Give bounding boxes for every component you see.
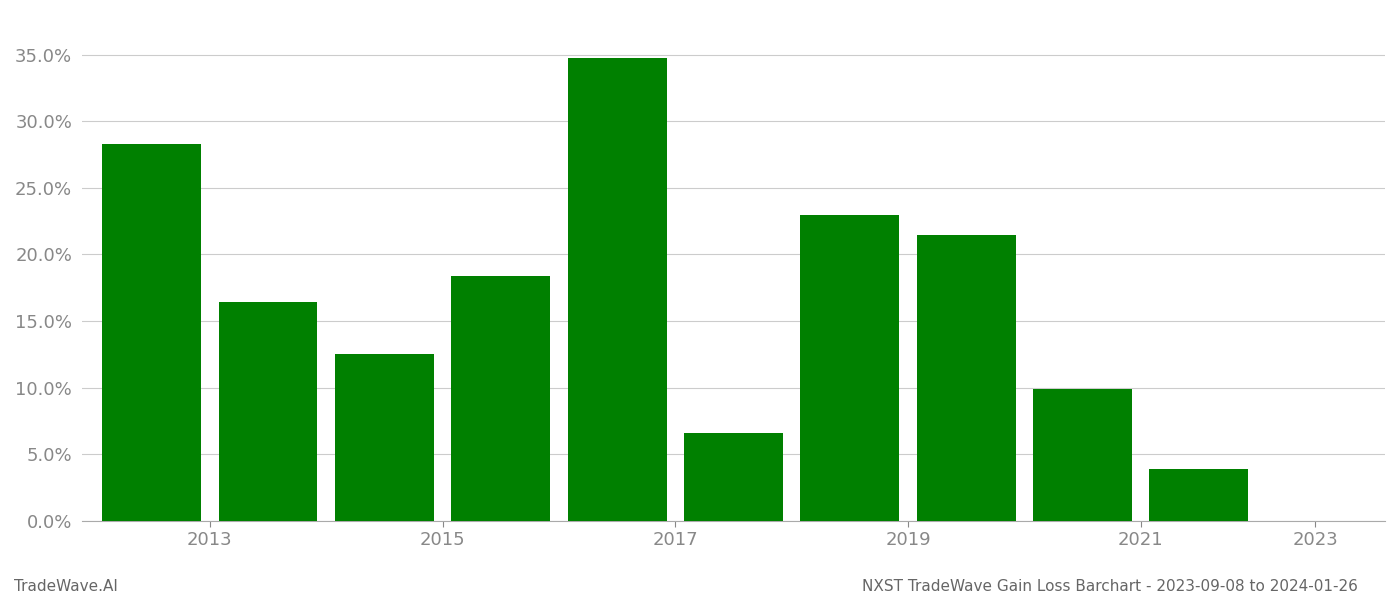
Bar	[335, 354, 434, 521]
Bar	[451, 276, 550, 521]
Bar	[801, 215, 899, 521]
Bar	[102, 144, 202, 521]
Text: NXST TradeWave Gain Loss Barchart - 2023-09-08 to 2024-01-26: NXST TradeWave Gain Loss Barchart - 2023…	[862, 579, 1358, 594]
Bar	[1149, 469, 1249, 521]
Bar	[1033, 389, 1133, 521]
Bar	[567, 58, 666, 521]
Bar	[917, 235, 1015, 521]
Bar	[218, 302, 318, 521]
Bar	[685, 433, 783, 521]
Text: TradeWave.AI: TradeWave.AI	[14, 579, 118, 594]
